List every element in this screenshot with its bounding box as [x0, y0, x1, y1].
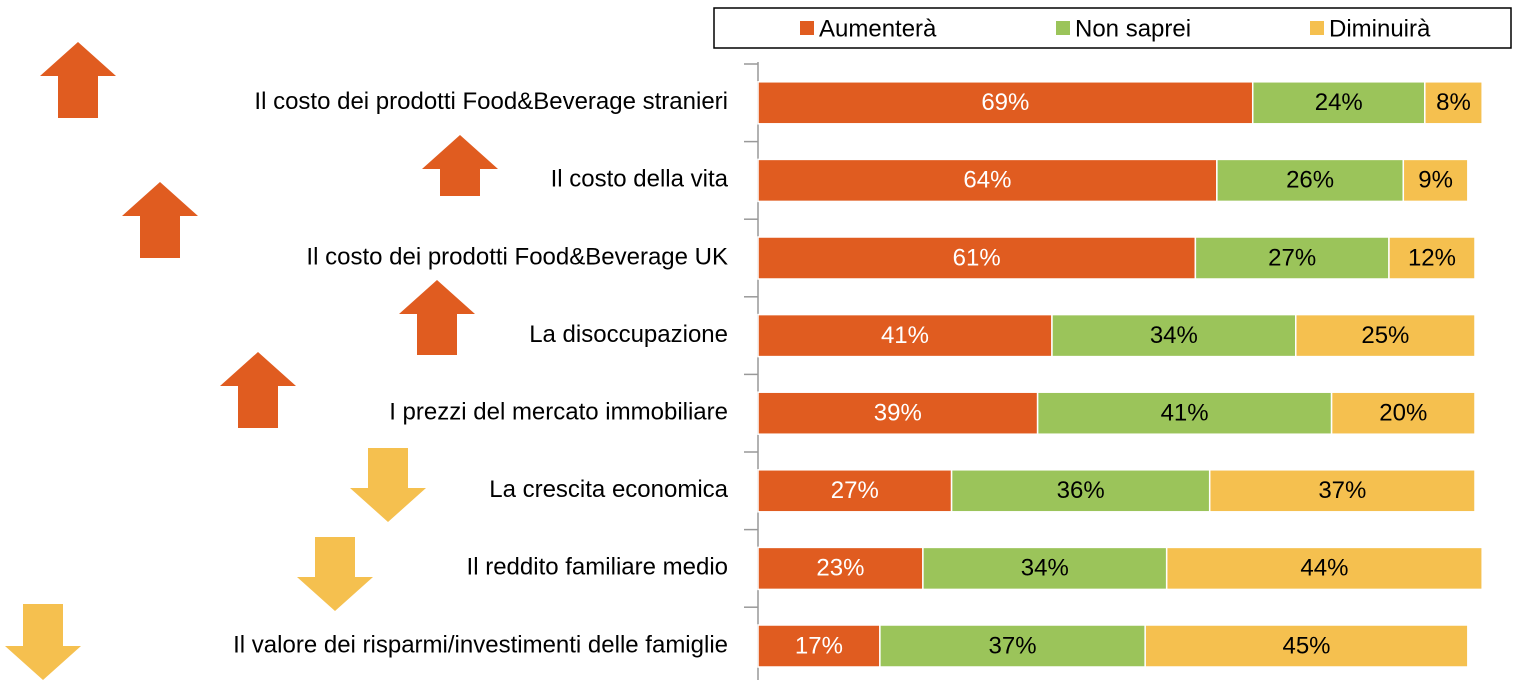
legend-box — [713, 7, 1512, 49]
arrow-up — [399, 280, 475, 355]
value-label: 9% — [1418, 167, 1453, 194]
legend-swatch — [800, 21, 814, 35]
value-label: 27% — [1268, 244, 1316, 271]
category-label: I prezzi del mercato immobiliare — [389, 399, 728, 426]
value-label: 36% — [1057, 477, 1105, 504]
value-label: 41% — [881, 322, 929, 349]
legend-label: Diminuirà — [1329, 15, 1431, 42]
category-label: La disoccupazione — [529, 321, 728, 348]
arrow-up — [422, 135, 498, 196]
bar-segment — [1165, 546, 1483, 591]
arrow-up — [220, 352, 296, 428]
bar-segment — [1424, 81, 1483, 125]
legend-label: Non saprei — [1075, 15, 1191, 42]
arrow-down — [5, 604, 81, 680]
bar-segment — [757, 624, 881, 668]
category-label: Il costo dei prodotti Food&Beverage stra… — [254, 88, 728, 115]
bar-segment — [922, 546, 1168, 591]
legend-swatch — [1310, 21, 1324, 35]
bar-segment — [1295, 313, 1476, 358]
value-label: 64% — [963, 167, 1011, 194]
value-label: 20% — [1379, 400, 1427, 427]
value-label: 41% — [1161, 400, 1209, 427]
value-label: 23% — [816, 555, 864, 582]
bar-segment — [1208, 469, 1476, 513]
category-label: Il costo dei prodotti Food&Beverage UK — [306, 243, 728, 270]
bar-segment — [950, 469, 1211, 513]
value-label: 69% — [981, 89, 1029, 116]
value-label: 24% — [1315, 89, 1363, 116]
legend-label: Aumenterà — [819, 15, 937, 42]
bar-segment — [1388, 236, 1476, 280]
bar-segment — [757, 469, 953, 513]
arrow-up — [40, 42, 116, 118]
bar-segment — [1216, 158, 1405, 203]
value-label: 37% — [989, 632, 1037, 659]
legend-swatch — [1056, 21, 1070, 35]
value-label: 45% — [1282, 632, 1330, 659]
bar-segment — [1330, 391, 1476, 435]
bar-segment — [1144, 624, 1469, 668]
bar-segment — [1251, 81, 1426, 125]
bar-segment — [757, 81, 1254, 125]
value-label: 61% — [953, 244, 1001, 271]
value-label: 34% — [1150, 322, 1198, 349]
bar-segment — [1402, 158, 1469, 203]
value-label: 37% — [1318, 477, 1366, 504]
value-label: 25% — [1361, 322, 1409, 349]
bar-segment — [1194, 236, 1390, 280]
arrow-down — [350, 448, 426, 522]
category-label: Il reddito familiare medio — [467, 554, 728, 581]
value-label: 44% — [1300, 555, 1348, 582]
bar-segment — [879, 624, 1146, 668]
value-label: 27% — [831, 477, 879, 504]
bar-segment — [757, 236, 1197, 280]
value-label: 12% — [1408, 244, 1456, 271]
bar-segment — [1036, 391, 1333, 435]
category-label: Il valore dei risparmi/investimenti dell… — [233, 631, 728, 658]
value-label: 17% — [795, 632, 843, 659]
arrow-down — [297, 537, 373, 611]
category-label: Il costo della vita — [551, 166, 729, 193]
value-label: 26% — [1286, 167, 1334, 194]
value-label: 39% — [874, 400, 922, 427]
arrow-up — [122, 182, 198, 258]
value-label: 8% — [1436, 89, 1471, 116]
value-label: 34% — [1021, 555, 1069, 582]
bar-segment — [757, 313, 1053, 358]
bar-segment — [757, 158, 1218, 203]
category-label: La crescita economica — [489, 476, 728, 503]
